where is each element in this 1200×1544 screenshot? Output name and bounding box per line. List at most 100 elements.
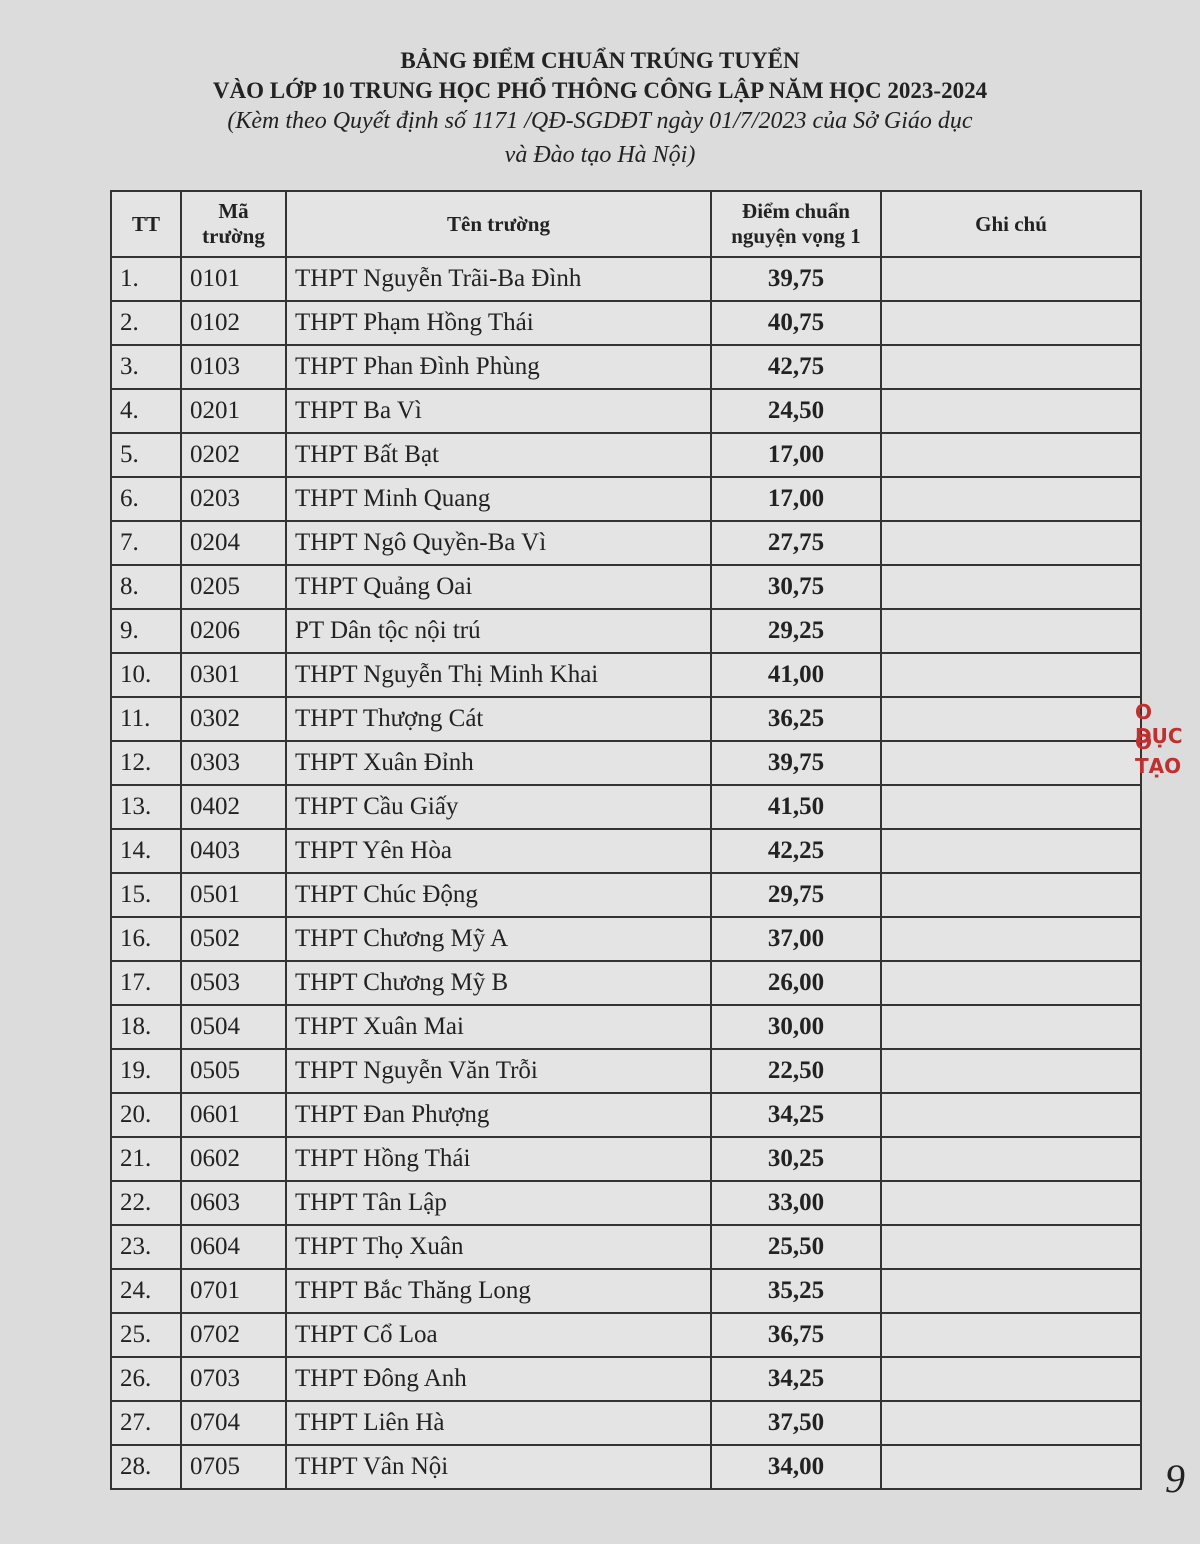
school-name: THPT Đan Phượng [285, 1092, 712, 1138]
table-row: 13. 0402 THPT Cầu Giấy 41,50 [110, 784, 1142, 830]
column-header: TT [110, 190, 182, 258]
score: 37,00 [710, 916, 882, 962]
school-code: 0701 [180, 1268, 287, 1314]
school-code: 0103 [180, 344, 287, 390]
note-cell [880, 608, 1142, 654]
school-code: 0703 [180, 1356, 287, 1402]
row-number: 25. [110, 1312, 182, 1358]
note-cell [880, 1092, 1142, 1138]
row-number: 8. [110, 564, 182, 610]
school-code: 0303 [180, 740, 287, 786]
table-row: 9. 0206 PT Dân tộc nội trú 29,25 [110, 608, 1142, 654]
table-row: 8. 0205 THPT Quảng Oai 30,75 [110, 564, 1142, 610]
title: BẢNG ĐIỂM CHUẨN TRÚNG TUYỂN [400, 48, 800, 73]
school-code: 0704 [180, 1400, 287, 1446]
row-number: 15. [110, 872, 182, 918]
note-cell [880, 1004, 1142, 1050]
row-number: 23. [110, 1224, 182, 1270]
score: 39,75 [710, 740, 882, 786]
school-code: 0702 [180, 1312, 287, 1358]
score: 24,50 [710, 388, 882, 434]
note-cell [880, 388, 1142, 434]
school-code: 0202 [180, 432, 287, 478]
row-number: 2. [110, 300, 182, 346]
score: 41,00 [710, 652, 882, 698]
note-cell [880, 1444, 1142, 1490]
score: 30,00 [710, 1004, 882, 1050]
row-number: 11. [110, 696, 182, 742]
score: 40,75 [710, 300, 882, 346]
score: 22,50 [710, 1048, 882, 1094]
score-table: TT Mã trường Tên trường Điểm chuẩn nguyện v… [110, 190, 1142, 1490]
score: 36,25 [710, 696, 882, 742]
note-cell [880, 784, 1142, 830]
subtitle: (Kèm theo Quyết định số 1171 /QĐ-SGDĐT n… [227, 108, 973, 134]
column-header: Tên trường [285, 190, 712, 258]
school-name: THPT Nguyễn Trãi-Ba Đình [285, 256, 712, 302]
school-code: 0403 [180, 828, 287, 874]
table-row: 10. 0301 THPT Nguyễn Thị Minh Khai 41,00 [110, 652, 1142, 698]
note-cell [880, 1400, 1142, 1446]
school-name: THPT Nguyễn Thị Minh Khai [285, 652, 712, 698]
note-cell [880, 1136, 1142, 1182]
score: 30,25 [710, 1136, 882, 1182]
school-code: 0604 [180, 1224, 287, 1270]
score: 33,00 [710, 1180, 882, 1226]
table-row: 19. 0505 THPT Nguyễn Văn Trỗi 22,50 [110, 1048, 1142, 1094]
school-name: THPT Cầu Giấy [285, 784, 712, 830]
table-row: 21. 0602 THPT Hồng Thái 30,25 [110, 1136, 1142, 1182]
table-row: 14. 0403 THPT Yên Hòa 42,25 [110, 828, 1142, 874]
score: 35,25 [710, 1268, 882, 1314]
note-cell [880, 564, 1142, 610]
row-number: 18. [110, 1004, 182, 1050]
row-number: 22. [110, 1180, 182, 1226]
score: 27,75 [710, 520, 882, 566]
note-cell [880, 1312, 1142, 1358]
table-row: 1. 0101 THPT Nguyễn Trãi-Ba Đình 39,75 [110, 256, 1142, 302]
note-cell [880, 1356, 1142, 1402]
table-row: 28. 0705 THPT Vân Nội 34,00 [110, 1444, 1142, 1490]
school-code: 0602 [180, 1136, 287, 1182]
row-number: 26. [110, 1356, 182, 1402]
school-code: 0204 [180, 520, 287, 566]
row-number: 4. [110, 388, 182, 434]
row-number: 3. [110, 344, 182, 390]
table-row: 20. 0601 THPT Đan Phượng 34,25 [110, 1092, 1142, 1138]
note-cell [880, 1268, 1142, 1314]
school-code: 0705 [180, 1444, 287, 1490]
school-code: 0504 [180, 1004, 287, 1050]
note-cell [880, 432, 1142, 478]
note-cell [880, 300, 1142, 346]
school-name: THPT Xuân Đỉnh [285, 740, 712, 786]
school-code: 0402 [180, 784, 287, 830]
score: 37,50 [710, 1400, 882, 1446]
school-name: THPT Chúc Động [285, 872, 712, 918]
school-code: 0505 [180, 1048, 287, 1094]
school-name: THPT Thọ Xuân [285, 1224, 712, 1270]
school-code: 0301 [180, 652, 287, 698]
stamp-text: O DỤC [1135, 700, 1183, 748]
subtitle: và Đào tạo Hà Nội) [504, 142, 696, 168]
table-row: 11. 0302 THPT Thượng Cát 36,25 [110, 696, 1142, 742]
score: 29,75 [710, 872, 882, 918]
note-cell [880, 960, 1142, 1006]
school-name: THPT Ba Vì [285, 388, 712, 434]
school-code: 0203 [180, 476, 287, 522]
table-row: 6. 0203 THPT Minh Quang 17,00 [110, 476, 1142, 522]
column-header: Điểm chuẩn nguyện vọng 1 [710, 190, 882, 258]
score: 39,75 [710, 256, 882, 302]
score: 25,50 [710, 1224, 882, 1270]
note-cell [880, 828, 1142, 874]
note-cell [880, 1048, 1142, 1094]
row-number: 27. [110, 1400, 182, 1446]
table-row: 12. 0303 THPT Xuân Đỉnh 39,75 [110, 740, 1142, 786]
note-cell [880, 256, 1142, 302]
school-name: THPT Thượng Cát [285, 696, 712, 742]
note-cell [880, 1180, 1142, 1226]
table-row: 27. 0704 THPT Liên Hà 37,50 [110, 1400, 1142, 1446]
row-number: 7. [110, 520, 182, 566]
score: 41,50 [710, 784, 882, 830]
school-name: THPT Chương Mỹ A [285, 916, 712, 962]
score: 42,25 [710, 828, 882, 874]
